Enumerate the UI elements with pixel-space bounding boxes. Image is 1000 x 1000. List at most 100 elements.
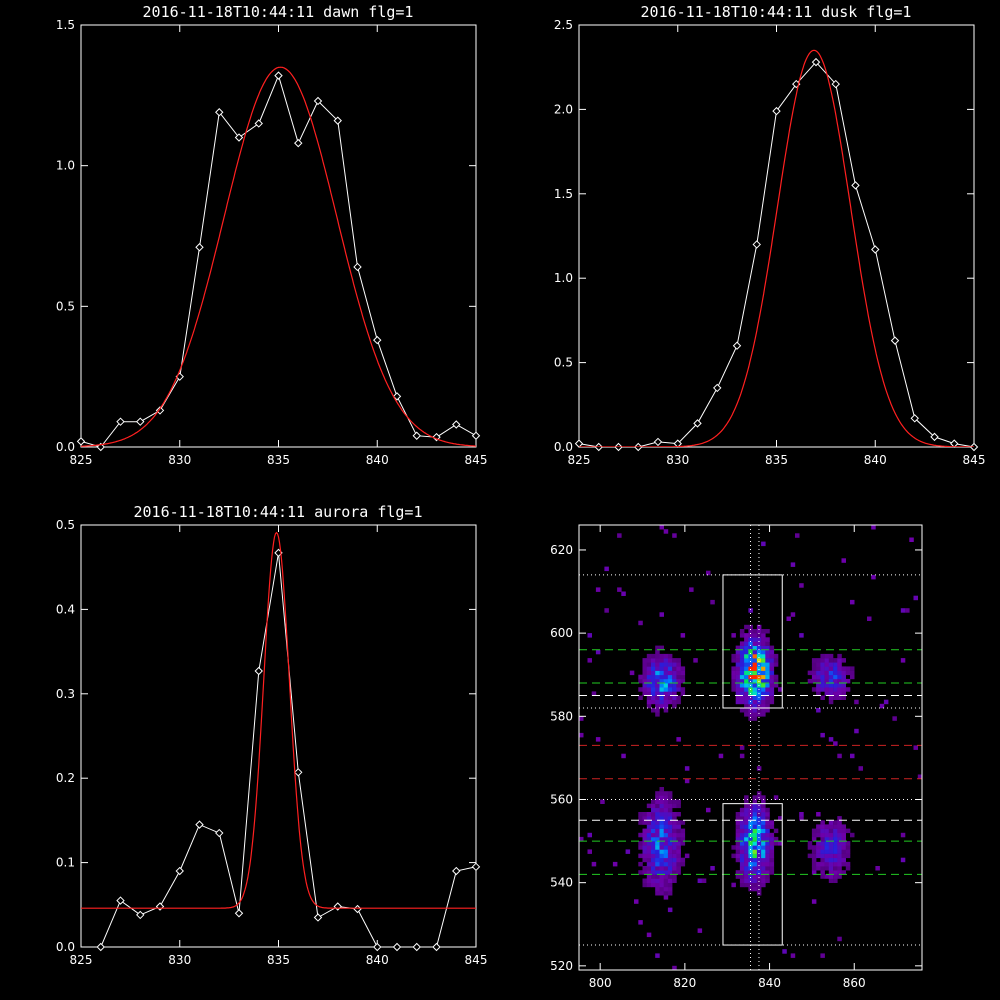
heatmap-cell [765, 828, 770, 834]
heatmap-cell [731, 666, 736, 671]
heatmap-cell [748, 812, 753, 817]
heatmap-cell [871, 525, 876, 530]
heatmap-cell [667, 653, 673, 659]
heatmap-cell [837, 832, 842, 838]
heatmap-cell [841, 674, 846, 680]
heatmap-cell [667, 836, 673, 842]
heatmap-cell [833, 674, 838, 680]
heatmap-cell [752, 653, 758, 659]
dawn-data-point [294, 138, 303, 148]
heatmap-cell [651, 828, 656, 834]
heatmap-cell [879, 703, 885, 709]
heatmap-cell [739, 870, 745, 875]
heatmap-cell [765, 666, 770, 671]
heatmap-cell [667, 874, 673, 879]
heatmap-cell [799, 633, 804, 638]
heatmap-cell [761, 861, 766, 867]
heatmap-cell [833, 832, 838, 838]
heatmap-cell [765, 649, 770, 655]
dawn-data-point [195, 243, 204, 252]
heatmap-cell [680, 828, 686, 834]
heatmap-cell [735, 832, 741, 838]
dawn-data-point [116, 417, 125, 426]
heatmap-cell [667, 824, 673, 829]
heatmap-cell [739, 678, 745, 684]
heatmap-cell [651, 666, 656, 671]
heatmap-cell [646, 870, 652, 875]
aurora-x-tick-label: 840 [366, 953, 389, 967]
heatmap-cell [672, 841, 677, 846]
aurora-y-tick-label: 0.2 [56, 771, 75, 785]
heatmap-cell [739, 841, 745, 846]
heatmap-cell [684, 778, 690, 784]
heatmap-cell [748, 670, 753, 676]
dusk-x-tick-label: 840 [864, 453, 887, 467]
heatmap-cell [837, 695, 842, 700]
heatmap-cell [638, 832, 643, 838]
heatmap-cell [850, 832, 855, 838]
heatmap-cell [761, 683, 766, 688]
heatmap-cell [680, 670, 686, 676]
heatmap-cell [811, 658, 817, 663]
heatmap-cell [667, 882, 673, 888]
heatmap-cell [739, 691, 745, 696]
heatmap-cell [663, 678, 669, 684]
heatmap-cell [646, 857, 652, 863]
heatmap-cell [642, 832, 647, 838]
dusk-data-point [930, 432, 939, 442]
aurora-data-point [432, 942, 441, 952]
heatmap-cell [659, 791, 664, 796]
heatmap-cell [655, 807, 660, 813]
heatmap-cell [828, 874, 834, 879]
heatmap-cell [744, 662, 749, 667]
heatmap-cell [659, 653, 664, 659]
dusk-data-point [752, 240, 761, 249]
heatmap-cell [663, 866, 669, 871]
heatmap-cell [761, 820, 766, 825]
heatmap-cell [663, 708, 669, 713]
aurora-data-point [452, 866, 461, 876]
heatmap-cell [744, 853, 749, 859]
heatmap-cell [735, 816, 741, 821]
heatmap-cell [765, 812, 770, 817]
heatmap-cell [811, 845, 817, 850]
heatmap-cell [655, 649, 660, 655]
heatmap-region-box [722, 574, 783, 709]
heatmap-cell [744, 870, 749, 875]
heatmap-cell [769, 658, 775, 663]
heatmap-cell [820, 658, 825, 663]
heatmap-cell [761, 799, 766, 804]
heatmap-cell [646, 812, 652, 817]
heatmap-cell [672, 820, 677, 825]
heatmap-cell [642, 849, 647, 854]
heatmap-cell [676, 828, 681, 834]
heatmap-cell [655, 791, 660, 796]
heatmap-cell [845, 861, 851, 867]
heatmap-cell [761, 658, 766, 663]
heatmap-cell [659, 824, 664, 829]
heatmap-cell [761, 699, 766, 705]
heatmap-cell [655, 691, 660, 696]
heatmap-cell [761, 807, 766, 813]
heatmap-cell [828, 866, 834, 871]
heatmap-cell [651, 824, 656, 829]
heatmap-cell [676, 824, 681, 829]
heatmap-cell [646, 824, 652, 829]
dusk-x-tick-label: 835 [765, 453, 788, 467]
heatmap-cell [646, 699, 652, 705]
heatmap-cell [816, 678, 821, 684]
heatmap-cell [748, 649, 753, 655]
heatmap-cell [655, 874, 660, 879]
dusk-y-tick-label: 2.5 [554, 18, 573, 32]
dawn-data-point [254, 119, 263, 128]
heatmap-cell [646, 658, 652, 663]
heatmap-cell [625, 849, 631, 854]
heatmap-cell [672, 824, 677, 829]
heatmap-cell [828, 824, 834, 829]
heatmap-cell [744, 795, 749, 800]
heatmap-cell [811, 870, 817, 875]
heatmap-cell [748, 882, 753, 888]
heatmap-cell [659, 803, 664, 809]
heatmap-cell [744, 703, 749, 709]
heatmap-cell [731, 633, 736, 638]
